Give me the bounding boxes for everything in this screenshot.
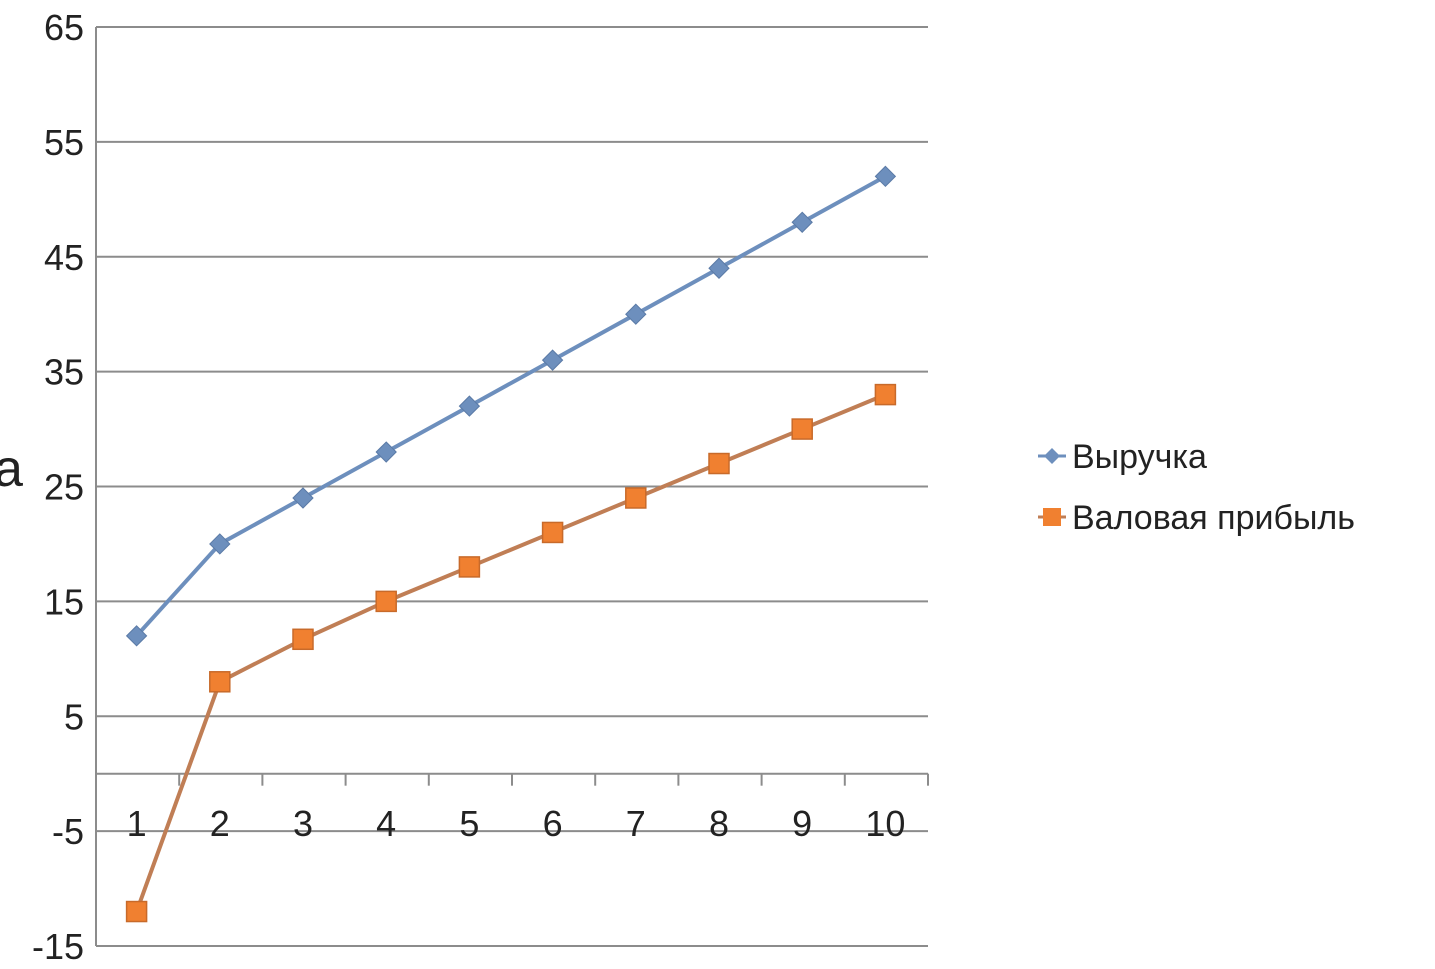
legend-marker	[1044, 448, 1060, 464]
data-point	[292, 628, 314, 651]
series-2	[125, 383, 897, 923]
y-tick-label: 15	[44, 581, 84, 622]
data-point	[125, 625, 148, 647]
y-tick-label: -15	[32, 926, 84, 964]
legend: Выручка Валовая прибыль	[1038, 438, 1355, 537]
x-tick-label: 2	[210, 803, 230, 844]
legend-marker	[1043, 508, 1061, 526]
legend-label: Выручка	[1072, 438, 1207, 476]
stray-letter: а	[0, 440, 23, 498]
y-tick-label: 55	[44, 122, 84, 163]
gridlines	[96, 26, 928, 947]
legend-label: Валовая прибыль	[1072, 499, 1355, 537]
data-point	[791, 418, 813, 440]
series-line	[135, 174, 887, 638]
data-point	[874, 383, 897, 406]
x-tick-label: 8	[709, 803, 729, 844]
x-tick-label: 5	[459, 803, 479, 844]
data-point	[458, 395, 481, 417]
data-point	[708, 257, 730, 279]
x-tick-labels: 1 2 3 4 5 6 7 8 9 10	[127, 803, 906, 844]
y-tick-label: 5	[64, 696, 84, 737]
legend-entry: Выручка	[1038, 438, 1207, 476]
x-tick-label: 7	[626, 803, 646, 844]
y-tick-label: 45	[44, 237, 84, 278]
legend-entry: Валовая прибыль	[1038, 499, 1355, 537]
x-tick-label: 4	[376, 803, 396, 844]
y-tick-label: 35	[44, 352, 84, 393]
x-tick-label: 1	[127, 803, 147, 844]
series-1	[125, 165, 897, 647]
series	[125, 165, 897, 923]
data-point	[625, 303, 647, 325]
data-point	[541, 521, 564, 544]
data-point	[209, 671, 231, 693]
x-tick-label: 6	[543, 803, 563, 844]
data-point	[791, 211, 813, 233]
series-line	[134, 392, 887, 913]
y-tick-labels: 65 55 45 35 25 15 5 -5 -15	[32, 7, 84, 967]
data-point	[541, 349, 564, 371]
data-point	[375, 590, 397, 613]
axes	[95, 27, 929, 946]
data-point	[874, 165, 897, 188]
y-tick-label: -5	[52, 811, 84, 852]
data-point	[125, 900, 148, 923]
data-point	[458, 556, 481, 578]
x-tick-label: 3	[293, 803, 313, 844]
x-tick-label: 9	[792, 803, 812, 844]
data-point	[375, 441, 397, 463]
x-tick-label: 10	[865, 803, 905, 844]
y-tick-label: 65	[44, 7, 84, 48]
data-point	[209, 533, 231, 555]
y-tick-label: 25	[44, 467, 84, 508]
data-point	[708, 452, 730, 475]
data-point	[292, 487, 314, 509]
data-point	[625, 487, 647, 509]
